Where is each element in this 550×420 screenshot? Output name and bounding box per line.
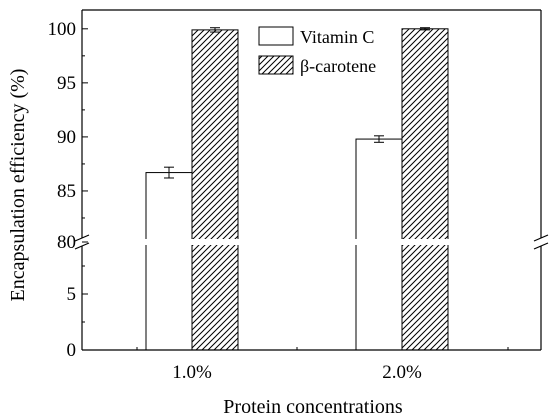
axis-break-mark xyxy=(533,234,549,242)
y-tick-label: 100 xyxy=(48,19,77,40)
error-bar-vitamin-c-1 xyxy=(164,166,174,179)
bar-vitamin-c-1 xyxy=(145,172,193,351)
x-axis-title: Protein concentrations xyxy=(223,396,403,418)
x-tick-label: 1.0% xyxy=(172,362,212,383)
y-tick-label: 90 xyxy=(57,127,76,148)
legend-label-vitamin-c: Vitamin C xyxy=(300,27,374,47)
x-tick-labels: 1.0% 2.0% xyxy=(172,362,422,383)
y-tick-label: 85 xyxy=(57,181,76,202)
axis-break-band xyxy=(83,239,540,245)
y-tick-label: 95 xyxy=(57,73,76,94)
y-axis-title: Encapsulation efficiency (%) xyxy=(7,69,29,302)
legend: Vitamin C β-carotene xyxy=(258,26,376,76)
axis-break-mark xyxy=(74,234,90,242)
legend-label-beta-carotene: β-carotene xyxy=(300,56,376,76)
error-bar-beta-carotene-2 xyxy=(420,27,430,31)
error-bar-beta-carotene-1 xyxy=(210,27,220,33)
axis-break-mark xyxy=(74,242,90,250)
y-tick-label: 5 xyxy=(67,284,77,305)
error-bar-vitamin-c-2 xyxy=(374,135,384,143)
error-bars-layer xyxy=(164,27,430,179)
legend-swatch-beta-carotene xyxy=(258,55,294,75)
legend-swatch-vitamin-c xyxy=(258,26,294,46)
y-tick-labels: 0 5 80 85 90 95 100 xyxy=(48,19,77,361)
bars-layer xyxy=(83,28,540,351)
x-tick-label: 2.0% xyxy=(382,362,422,383)
y-tick-label: 0 xyxy=(67,340,77,361)
axis-break-mark xyxy=(533,242,549,250)
y-tick-label: 80 xyxy=(57,232,76,253)
bar-beta-carotene-2 xyxy=(401,28,449,351)
bar-beta-carotene-1 xyxy=(191,29,239,351)
axes-layer xyxy=(74,9,549,351)
